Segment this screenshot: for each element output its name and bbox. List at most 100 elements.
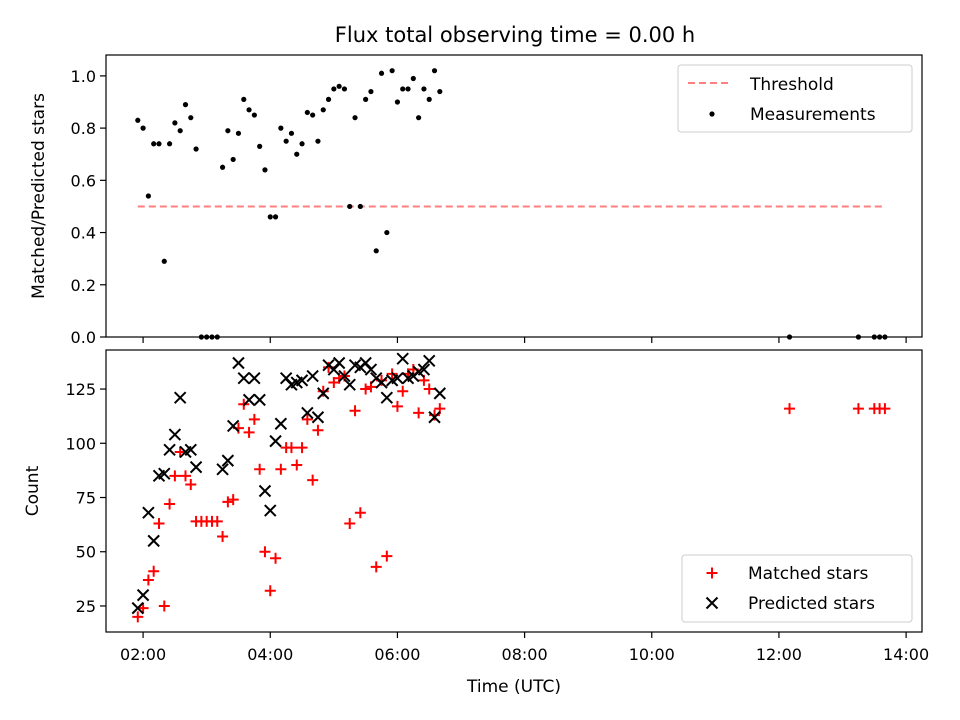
measurement-point	[357, 203, 363, 210]
matched-star-point	[169, 470, 181, 482]
matched-star-point	[254, 463, 266, 475]
predicted-star-point	[338, 369, 351, 383]
top-y-ticks: 0.0 0.2 0.4 0.6 0.8 1.0	[71, 67, 106, 347]
predicted-star-point	[433, 387, 447, 400]
measurement-point	[135, 117, 141, 123]
x-tick-label: 12:00	[756, 645, 802, 664]
matched-star-point	[174, 446, 186, 458]
x-tick-label: 08:00	[502, 645, 548, 664]
measurement-point	[384, 229, 390, 236]
matched-star-point	[142, 574, 154, 586]
matched-star-point	[312, 424, 324, 436]
matched-legend-swatch	[706, 567, 718, 579]
predicted-star-point	[232, 356, 245, 370]
predicted-star-point	[306, 369, 319, 383]
measurement-point	[373, 248, 379, 254]
measurement-point	[378, 70, 385, 76]
measurement-point	[320, 107, 326, 113]
measurement-point	[156, 141, 162, 147]
x-tick-label: 10:00	[629, 645, 675, 664]
matched-star-point	[148, 565, 160, 577]
measurement-point	[283, 138, 289, 144]
matched-star-point	[153, 518, 165, 530]
predicted-star-point	[226, 419, 240, 433]
predicted-star-point	[136, 588, 150, 602]
top-legend: Threshold Measurements	[677, 64, 913, 133]
matched-star-point	[275, 463, 287, 475]
measurement-point	[188, 115, 194, 121]
measurement-point	[151, 141, 157, 147]
predicted-legend-label: Predicted stars	[748, 594, 875, 614]
predicted-legend-swatch	[705, 596, 719, 610]
predicted-star-point	[189, 460, 203, 474]
matched-star-point	[222, 496, 234, 508]
x-tick-label: 04:00	[247, 645, 293, 664]
predicted-star-point	[237, 371, 250, 385]
measurement-point	[363, 96, 369, 102]
matched-star-point	[185, 478, 197, 490]
measurement-point	[219, 164, 226, 170]
plus-marker	[706, 567, 718, 579]
measurement-point	[310, 112, 316, 118]
y-tick-label: 100	[65, 434, 96, 453]
matched-star-point	[301, 413, 313, 425]
x-marker	[705, 596, 719, 610]
predicted-star-point	[274, 417, 288, 430]
measurement-point	[421, 86, 427, 92]
y-tick-label: 0.4	[71, 224, 96, 243]
matched-star-point	[285, 442, 297, 454]
measurement-point	[166, 141, 173, 147]
bottom-plot-frame	[105, 349, 923, 633]
measurement-point	[182, 102, 189, 108]
measurement-point	[278, 125, 284, 131]
measurement-point	[262, 167, 268, 173]
measurement-point	[241, 96, 247, 102]
predicted-star-point	[173, 391, 187, 404]
measurement-point	[416, 115, 422, 121]
measurement-points	[135, 68, 888, 340]
count-points	[131, 352, 891, 623]
top-x-ticks	[142, 337, 907, 343]
measurement-point	[341, 86, 348, 92]
predicted-star-point	[253, 393, 266, 407]
measurement-point	[299, 141, 305, 147]
matched-star-point	[248, 413, 260, 425]
matched-star-point	[296, 442, 308, 454]
predicted-star-point	[428, 411, 441, 424]
measurement-point	[272, 214, 279, 220]
predicted-star-point	[364, 363, 378, 376]
predicted-star-point	[417, 363, 431, 376]
chart-title: Flux total observing time = 0.00 h	[335, 23, 695, 47]
predicted-star-point	[380, 391, 394, 404]
predicted-star-point	[147, 534, 160, 548]
measurement-point	[246, 107, 252, 113]
measurement-point	[267, 214, 273, 220]
matched-star-point	[429, 409, 441, 421]
matched-star-point	[243, 426, 255, 438]
measurement-point	[352, 115, 358, 121]
predicted-star-point	[301, 406, 314, 420]
predicted-star-point	[396, 352, 409, 365]
predicted-star-point	[375, 376, 388, 389]
bottom-y-axis-label: Count	[23, 465, 43, 516]
y-tick-label: 125	[65, 380, 96, 399]
top-panel: 0.0 0.2 0.4 0.6 0.8 1.0 Matched/Predicted sta…	[29, 54, 923, 347]
predicted-star-point	[317, 387, 330, 400]
measurement-point	[394, 99, 401, 105]
matched-star-point	[413, 407, 425, 419]
bottom-y-ticks: 25 50 75 100 125	[65, 380, 106, 616]
matched-star-point	[381, 550, 393, 562]
measurement-point	[140, 125, 146, 131]
matched-star-point	[784, 403, 796, 415]
measurement-point	[315, 138, 321, 144]
matched-star-point	[360, 383, 372, 395]
predicted-star-point	[242, 393, 256, 407]
matched-star-point	[259, 546, 271, 558]
matched-star-point	[270, 552, 282, 564]
predicted-star-point	[391, 371, 404, 385]
predicted-star-point	[142, 506, 155, 519]
matched-star-point	[227, 494, 239, 506]
measurement-point	[145, 193, 151, 199]
measurement-point	[230, 156, 236, 163]
